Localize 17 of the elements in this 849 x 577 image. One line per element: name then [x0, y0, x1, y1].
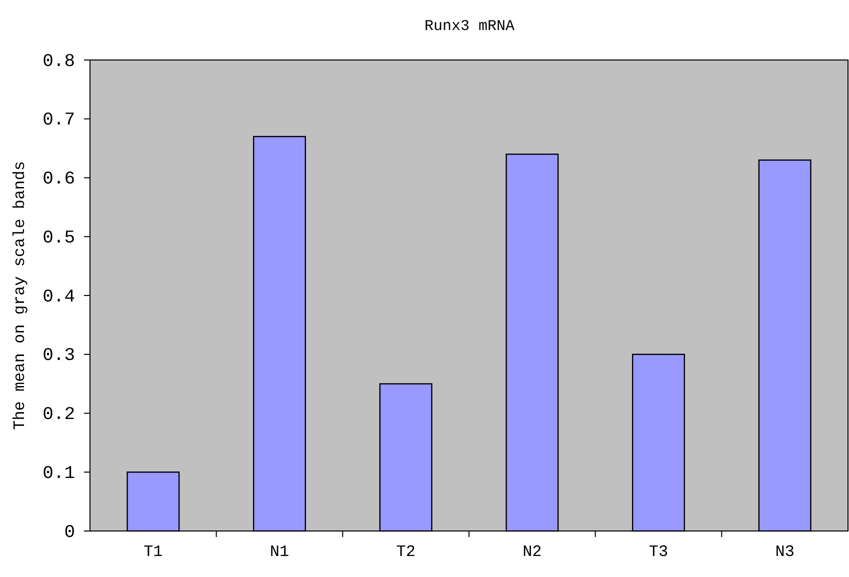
- y-tick-label: 0.7: [42, 110, 75, 131]
- x-tick-label: N3: [775, 543, 794, 561]
- x-tick-label: N1: [270, 543, 290, 561]
- y-tick-label: 0.5: [42, 228, 75, 248]
- chart-title: Runx3 mRNA: [424, 18, 515, 35]
- y-tick-label: 0.4: [42, 287, 75, 308]
- y-tick-label: 0.8: [42, 52, 75, 72]
- y-axis-title: The mean on gray scale bands: [11, 161, 29, 430]
- y-tick-label: 0.2: [42, 405, 75, 426]
- y-tick-label: 0.1: [42, 464, 75, 484]
- y-tick-label: 0.3: [42, 346, 75, 366]
- x-tick-label: T1: [144, 543, 163, 561]
- y-tick-label: 0.6: [42, 170, 75, 190]
- x-tick-label: N2: [522, 543, 542, 561]
- x-tick-label: T3: [648, 543, 668, 561]
- x-tick-label: T2: [396, 543, 416, 561]
- y-tick-label: 0: [64, 522, 75, 543]
